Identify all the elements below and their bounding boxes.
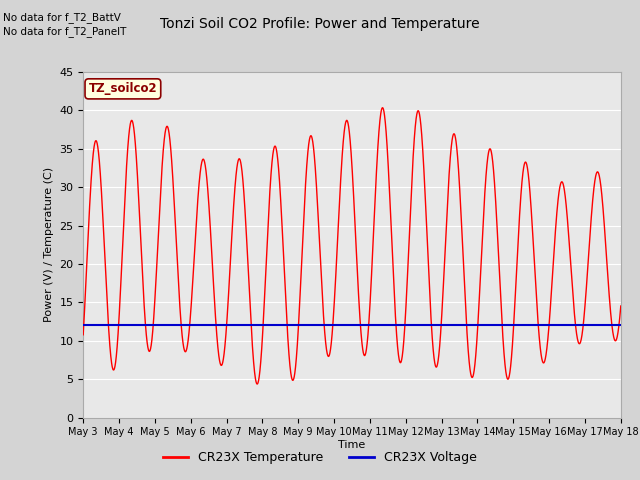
Text: No data for f_T2_BattV: No data for f_T2_BattV bbox=[3, 12, 121, 23]
X-axis label: Time: Time bbox=[339, 440, 365, 450]
Legend: CR23X Temperature, CR23X Voltage: CR23X Temperature, CR23X Voltage bbox=[159, 446, 481, 469]
Text: No data for f_T2_PanelT: No data for f_T2_PanelT bbox=[3, 26, 127, 37]
Text: TZ_soilco2: TZ_soilco2 bbox=[88, 83, 157, 96]
Y-axis label: Power (V) / Temperature (C): Power (V) / Temperature (C) bbox=[44, 167, 54, 323]
Text: Tonzi Soil CO2 Profile: Power and Temperature: Tonzi Soil CO2 Profile: Power and Temper… bbox=[160, 17, 480, 31]
